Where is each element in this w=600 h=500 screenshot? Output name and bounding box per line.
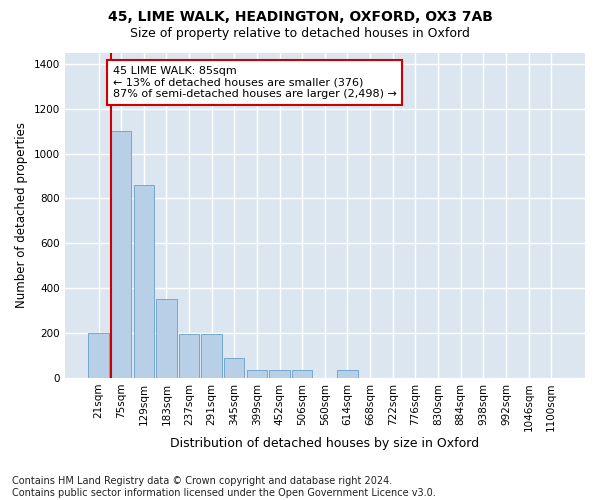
Bar [269, 370, 290, 378]
Bar [202, 334, 222, 378]
Bar [337, 370, 358, 378]
Text: 45, LIME WALK, HEADINGTON, OXFORD, OX3 7AB: 45, LIME WALK, HEADINGTON, OXFORD, OX3 7… [107, 10, 493, 24]
Text: Size of property relative to detached houses in Oxford: Size of property relative to detached ho… [130, 28, 470, 40]
Bar [134, 185, 154, 378]
Text: 45 LIME WALK: 85sqm
← 13% of detached houses are smaller (376)
87% of semi-detac: 45 LIME WALK: 85sqm ← 13% of detached ho… [113, 66, 397, 99]
Bar [88, 333, 109, 378]
Bar [179, 334, 199, 378]
Y-axis label: Number of detached properties: Number of detached properties [15, 122, 28, 308]
X-axis label: Distribution of detached houses by size in Oxford: Distribution of detached houses by size … [170, 437, 479, 450]
Bar [156, 300, 176, 378]
Bar [247, 370, 267, 378]
Bar [292, 370, 313, 378]
Bar [111, 131, 131, 378]
Bar [224, 358, 244, 378]
Text: Contains HM Land Registry data © Crown copyright and database right 2024.
Contai: Contains HM Land Registry data © Crown c… [12, 476, 436, 498]
